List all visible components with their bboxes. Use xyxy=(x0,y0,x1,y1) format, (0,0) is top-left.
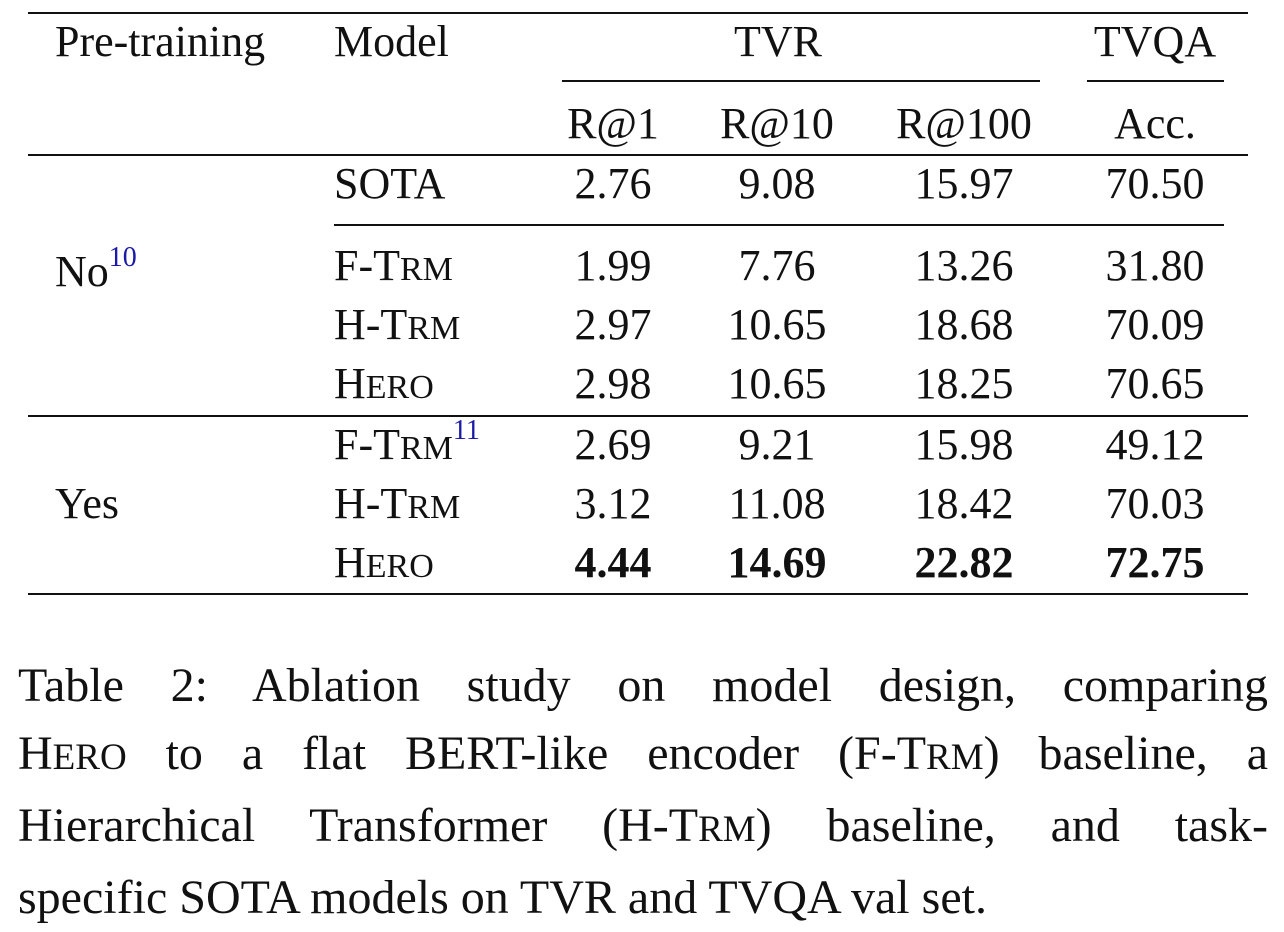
caption-line-2: HERO to a flat BERT-like encoder (F-TRM)… xyxy=(18,727,1269,780)
cell-acc: 70.03 xyxy=(1105,479,1205,528)
table-caption: Table 2: Ablation study on model design,… xyxy=(18,652,1268,932)
model-name: SOTA xyxy=(334,159,446,208)
cell-r10: 10.65 xyxy=(727,300,827,349)
tvr-cmidrule xyxy=(562,80,1040,82)
tvqa-cmidrule xyxy=(1087,80,1224,82)
cell-r10: 11.08 xyxy=(728,479,826,528)
footnote-marker[interactable]: 10 xyxy=(108,242,137,273)
table-bottom-rule xyxy=(28,593,1248,595)
cell-acc: 70.65 xyxy=(1105,359,1205,408)
model-name: HERO xyxy=(334,538,434,587)
model-name: H-TRM xyxy=(334,300,461,349)
cell-r1: 4.44 xyxy=(574,538,652,587)
cell-r10: 7.76 xyxy=(738,241,816,290)
caption-line-1: Table 2: Ablation study on model design,… xyxy=(18,659,1268,712)
cell-r10: 10.65 xyxy=(727,359,827,408)
model-name: HERO xyxy=(334,359,434,408)
footnote-marker[interactable]: 11 xyxy=(452,415,480,446)
cell-r1: 2.69 xyxy=(574,420,652,469)
cell-r100: 18.25 xyxy=(914,359,1014,408)
cell-r100: 15.98 xyxy=(914,420,1014,469)
model-name: F-TRM xyxy=(334,241,453,290)
cell-acc: 70.50 xyxy=(1105,159,1205,208)
cell-r1: 2.97 xyxy=(574,300,652,349)
header-r10: R@10 xyxy=(720,99,834,148)
header-r100: R@100 xyxy=(896,99,1032,148)
header-bottom-rule xyxy=(28,154,1248,156)
cell-r10: 14.69 xyxy=(727,538,827,587)
cell-acc: 49.12 xyxy=(1105,420,1205,469)
header-model: Model xyxy=(334,17,449,66)
group-label-no: No10 xyxy=(55,244,137,296)
group-label-yes: Yes xyxy=(55,479,120,528)
cell-r1: 2.76 xyxy=(574,159,652,208)
cell-r100: 22.82 xyxy=(914,538,1014,587)
cell-r1: 2.98 xyxy=(574,359,652,408)
caption-line-4: specific SOTA models on TVR and TVQA val… xyxy=(18,871,987,924)
sota-cmidrule xyxy=(334,224,1224,226)
caption-line-3: Hierarchical Transformer (H-TRM) baselin… xyxy=(18,799,1268,852)
cell-r10: 9.21 xyxy=(738,420,816,469)
header-tvr: TVR xyxy=(734,17,822,66)
cell-r1: 1.99 xyxy=(574,241,652,290)
cell-acc: 70.09 xyxy=(1105,300,1205,349)
model-name: F-TRM11 xyxy=(334,415,480,469)
cell-acc: 72.75 xyxy=(1105,538,1205,587)
cell-r100: 18.42 xyxy=(914,479,1014,528)
cell-acc: 31.80 xyxy=(1105,241,1205,290)
group-label-text: No xyxy=(55,247,109,296)
header-tvqa: TVQA xyxy=(1093,17,1217,66)
cell-r10: 9.08 xyxy=(738,159,816,208)
cell-r100: 18.68 xyxy=(914,300,1014,349)
header-acc: Acc. xyxy=(1114,99,1196,148)
model-name: H-TRM xyxy=(334,479,461,528)
cell-r1: 3.12 xyxy=(574,479,652,528)
cell-r100: 13.26 xyxy=(914,241,1014,290)
header-pretraining: Pre-training xyxy=(55,17,266,66)
table-top-rule xyxy=(28,12,1248,14)
group-separator-rule xyxy=(28,415,1248,417)
cell-r100: 15.97 xyxy=(914,159,1014,208)
header-r1: R@1 xyxy=(567,99,659,148)
